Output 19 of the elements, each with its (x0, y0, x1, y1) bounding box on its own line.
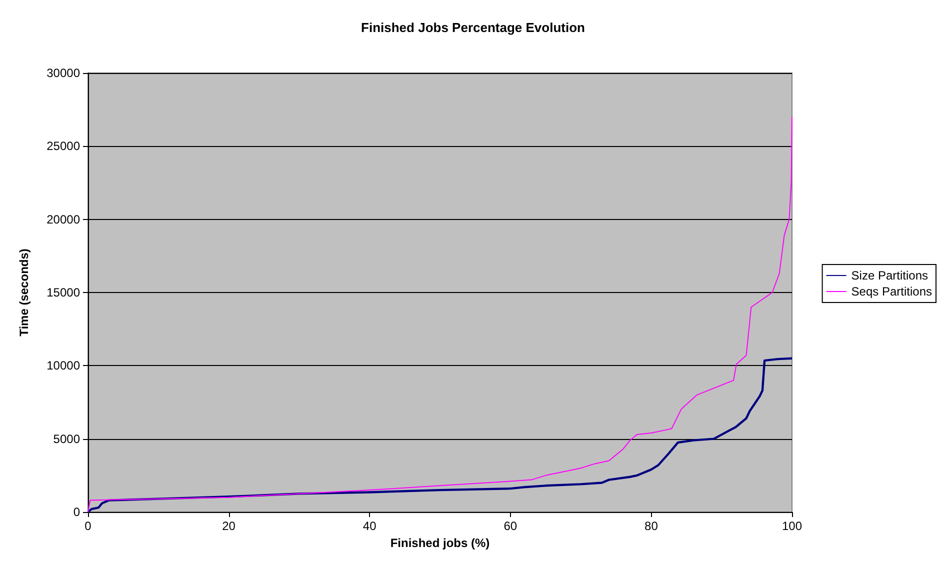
legend-label: Size Partitions (851, 268, 928, 282)
x-tick-label: 80 (644, 519, 658, 533)
y-tick-label: 5000 (53, 432, 80, 446)
x-tick-label: 20 (222, 519, 236, 533)
y-tick-label: 30000 (46, 66, 80, 80)
line-series (86, 357, 794, 514)
chart-title: Finished Jobs Percentage Evolution (361, 20, 586, 35)
y-tick-label: 15000 (46, 286, 80, 300)
x-tick-label: 0 (84, 519, 92, 533)
y-tick-label: 25000 (46, 139, 80, 154)
x-tick-label: 40 (362, 519, 377, 533)
x-axis-title: Finished jobs (%) (390, 536, 490, 550)
legend-label: Seqs Partitions (851, 284, 932, 298)
y-tick-label: 0 (73, 505, 80, 519)
x-tick-label: 60 (504, 519, 518, 533)
y-tick-label: 10000 (46, 358, 80, 373)
x-tick-label: 100 (782, 519, 802, 533)
y-tick-label: 20000 (46, 212, 80, 226)
y-axis-title: Time (seconds) (17, 248, 31, 336)
